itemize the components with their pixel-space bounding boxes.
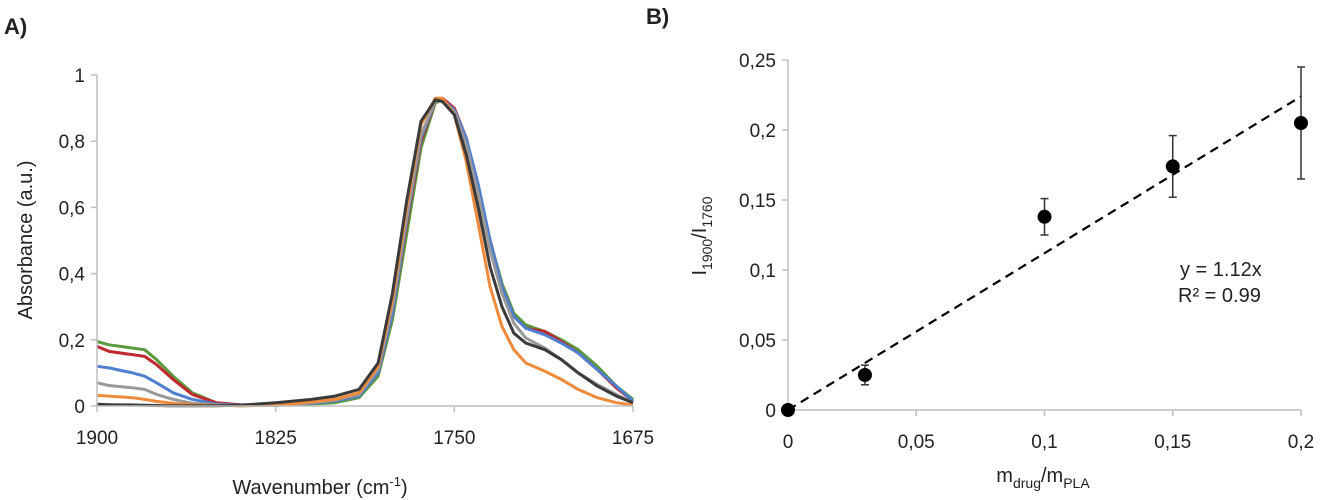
b-r2-label: R² = 0.99 [1178, 285, 1261, 307]
a-series-line-1 [96, 98, 634, 407]
a-series-group [96, 96, 634, 408]
a-x-tick-label: 1825 [255, 428, 297, 449]
ir-spectra-chart: 0 0,2 0,4 0,6 0,8 1 1900 1825 1750 1675 Absorbanc… [15, 66, 655, 499]
b-x-tick-label: 0,2 [1288, 432, 1314, 453]
a-y-tick-label: 0 [74, 397, 85, 418]
b-data-point [781, 403, 795, 417]
a-y-tick-label: 0,2 [59, 331, 85, 352]
b-y-tick-label: 0,1 [750, 261, 776, 282]
b-y-tick-label: 0,15 [739, 191, 776, 212]
b-equation-label: y = 1.12x [1180, 259, 1262, 281]
b-data-point [1165, 159, 1180, 174]
b-x-axis-label: mdrug/mPLA [996, 465, 1090, 491]
b-data-point [1037, 209, 1052, 224]
a-y-tick-label: 0,8 [59, 132, 85, 153]
a-x-axis-label: Wavenumber (cm-1) [232, 474, 407, 499]
b-y-axis-label: I1900/I1760 [689, 196, 715, 275]
panel-label-b: B) [646, 4, 670, 29]
a-x-tick-label: 1675 [612, 428, 654, 449]
a-x-tick-label: 1900 [76, 428, 118, 449]
a-series-line-2 [96, 96, 634, 407]
a-axis-ticks: 0 0,2 0,4 0,6 0,8 1 1900 1825 1750 1675 [59, 66, 655, 449]
b-axis-ticks: 0 0,05 0,1 0,15 0,2 0,25 0 0,05 0,1 0,15 0,2 [739, 51, 1314, 453]
a-y-tick-label: 0,6 [59, 198, 85, 219]
b-points-group [781, 66, 1308, 417]
a-x-tick-label: 1750 [433, 428, 475, 449]
a-y-tick-label: 1 [74, 66, 85, 87]
b-y-tick-label: 0,05 [739, 331, 776, 352]
b-data-point [1294, 116, 1308, 130]
b-x-tick-label: 0,15 [1154, 432, 1191, 453]
a-series-line-4 [96, 99, 634, 408]
b-x-tick-label: 0,05 [898, 432, 935, 453]
ratio-scatter-chart: 0 0,05 0,1 0,15 0,2 0,25 0 0,05 0,1 0,15 0,2 y = 1… [689, 51, 1314, 491]
a-series-line-3 [96, 98, 634, 407]
b-y-tick-label: 0,25 [739, 51, 776, 72]
a-series-line-6 [96, 98, 634, 408]
b-trendline [787, 95, 1302, 411]
a-y-tick-label: 0,4 [59, 265, 86, 286]
b-x-tick-label: 0 [783, 432, 794, 453]
b-y-tick-label: 0 [765, 401, 776, 422]
b-data-point [857, 368, 872, 382]
b-x-tick-label: 0,1 [1031, 432, 1057, 453]
panel-label-a: A) [4, 14, 28, 39]
a-y-axis-label: Absorbance (a.u.) [15, 161, 37, 320]
a-series-line-5 [96, 96, 634, 408]
b-y-tick-label: 0,2 [750, 121, 776, 142]
